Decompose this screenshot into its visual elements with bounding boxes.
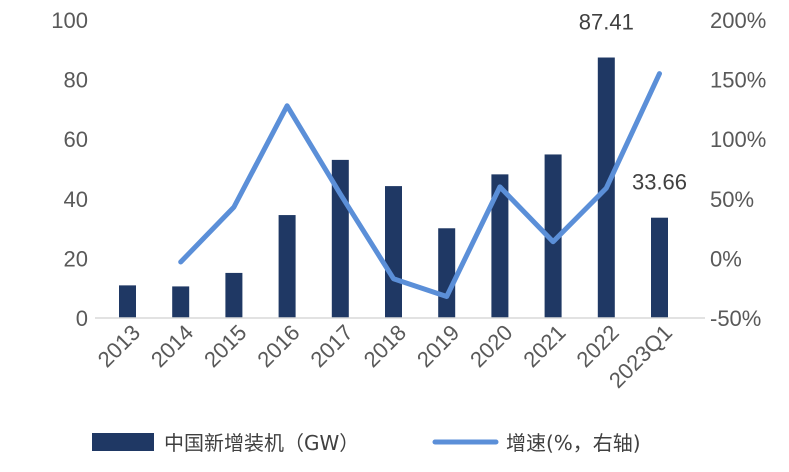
left-tick-label: 40 [64,187,88,212]
x-tick-label: 2019 [412,320,464,372]
x-tick-label: 2014 [146,320,198,372]
x-tick-label: 2021 [518,320,570,372]
right-tick-label: 50% [710,187,754,212]
data-label-2023Q1: 33.66 [632,170,687,195]
data-label-2022: 87.41 [579,10,634,35]
legend-line-label: 增速(%，右轴) [506,431,641,455]
right-axis-ticks: -50% 0% 50% 100% 150% 200% [710,8,766,331]
bar-2014 [172,286,190,318]
x-axis-labels: 2013 2014 2015 2016 2017 2018 2019 2020 2021 2022… [93,320,677,393]
x-tick-label: 2018 [359,320,411,372]
right-tick-label: 150% [710,68,766,93]
right-tick-label: 100% [710,127,766,152]
bar-2019 [438,228,456,318]
bar-2023Q1 [651,217,668,318]
bar-2015 [225,272,243,318]
left-tick-label: 20 [64,246,88,271]
legend-bar-label: 中国新增装机（GW） [164,431,359,455]
left-tick-label: 100 [51,8,88,33]
bar-2021 [544,154,562,318]
bar-2013 [119,285,136,318]
data-labels: 87.41 33.66 [579,10,687,195]
left-tick-label: 80 [64,68,88,93]
x-tick-label: 2013 [93,320,145,372]
growth-line [178,71,662,299]
x-tick-label: 2015 [199,320,251,372]
right-tick-label: -50% [710,306,761,331]
right-tick-label: 200% [710,8,766,33]
left-axis-ticks: 0 20 40 60 80 100 [51,8,88,331]
x-tick-label: 2017 [306,320,358,372]
left-tick-label: 60 [64,127,88,152]
bar-2018 [385,186,402,318]
x-tick-label: 2020 [465,320,517,372]
legend-bar-swatch [92,433,154,451]
x-tick-label: 2016 [252,320,304,372]
bar-2020 [491,174,509,318]
legend: 中国新增装机（GW） 增速(%，右轴) [92,431,641,455]
left-tick-label: 0 [76,306,88,331]
right-tick-label: 0% [710,246,742,271]
bar-2016 [278,215,296,318]
